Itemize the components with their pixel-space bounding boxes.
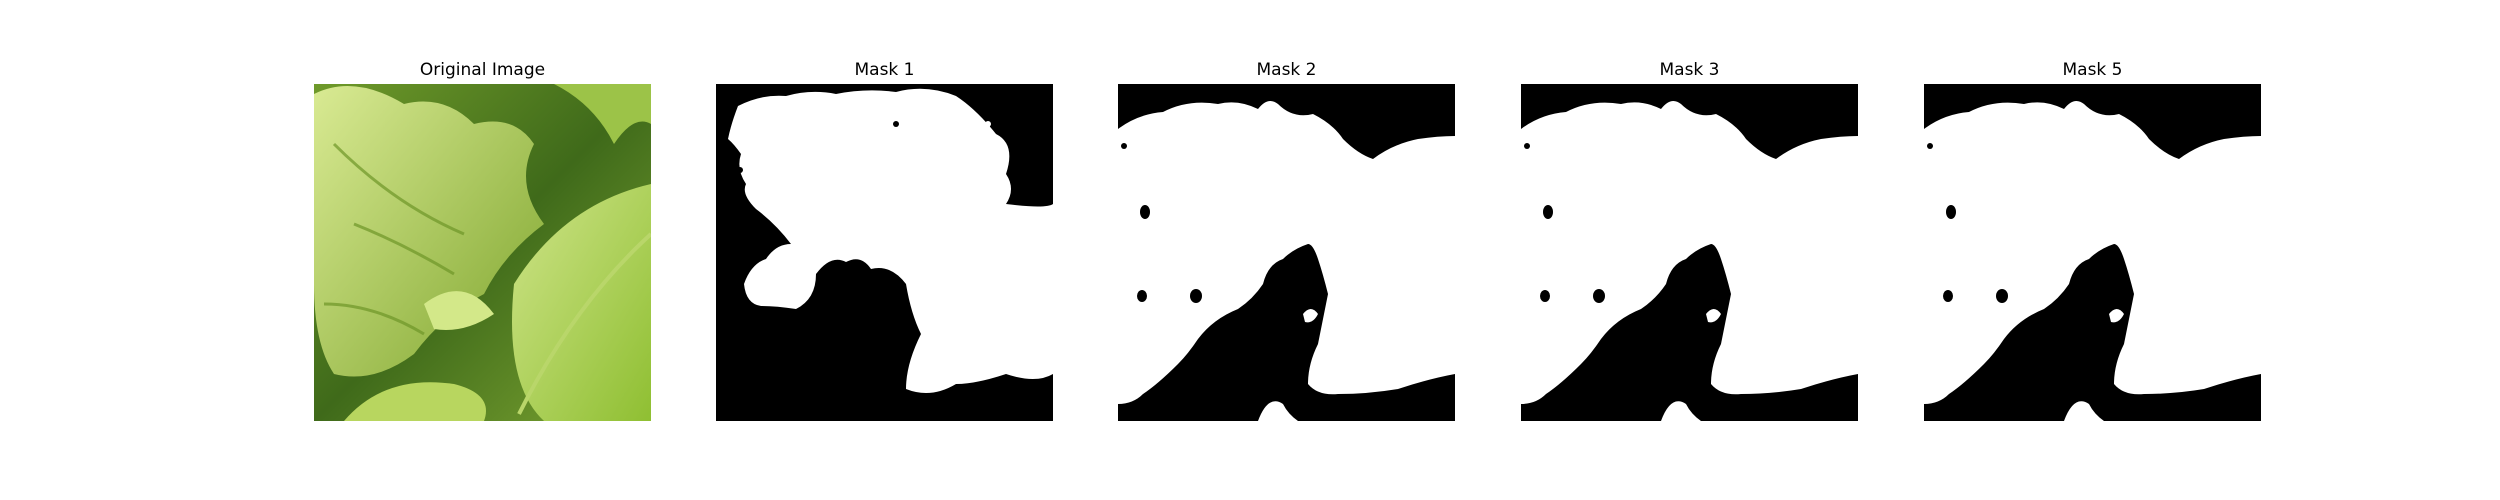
mask-3 bbox=[1521, 84, 1858, 421]
panel-title: Mask 2 bbox=[1256, 60, 1317, 80]
mask-2-image bbox=[1118, 84, 1455, 421]
mask-5-image bbox=[1924, 84, 2261, 421]
panel-title: Mask 1 bbox=[854, 60, 915, 80]
original-image bbox=[314, 84, 651, 421]
mask-2 bbox=[1118, 84, 1455, 421]
mask-1 bbox=[716, 84, 1053, 421]
mask-1-image bbox=[716, 84, 1053, 421]
panel-title: Mask 3 bbox=[1659, 60, 1720, 80]
mask-3-image bbox=[1521, 84, 1858, 421]
mask-5 bbox=[1924, 84, 2261, 421]
lettuce-leaf-photo bbox=[314, 84, 651, 421]
panel-title: Mask 5 bbox=[2062, 60, 2123, 80]
panel-title: Original Image bbox=[419, 60, 546, 80]
